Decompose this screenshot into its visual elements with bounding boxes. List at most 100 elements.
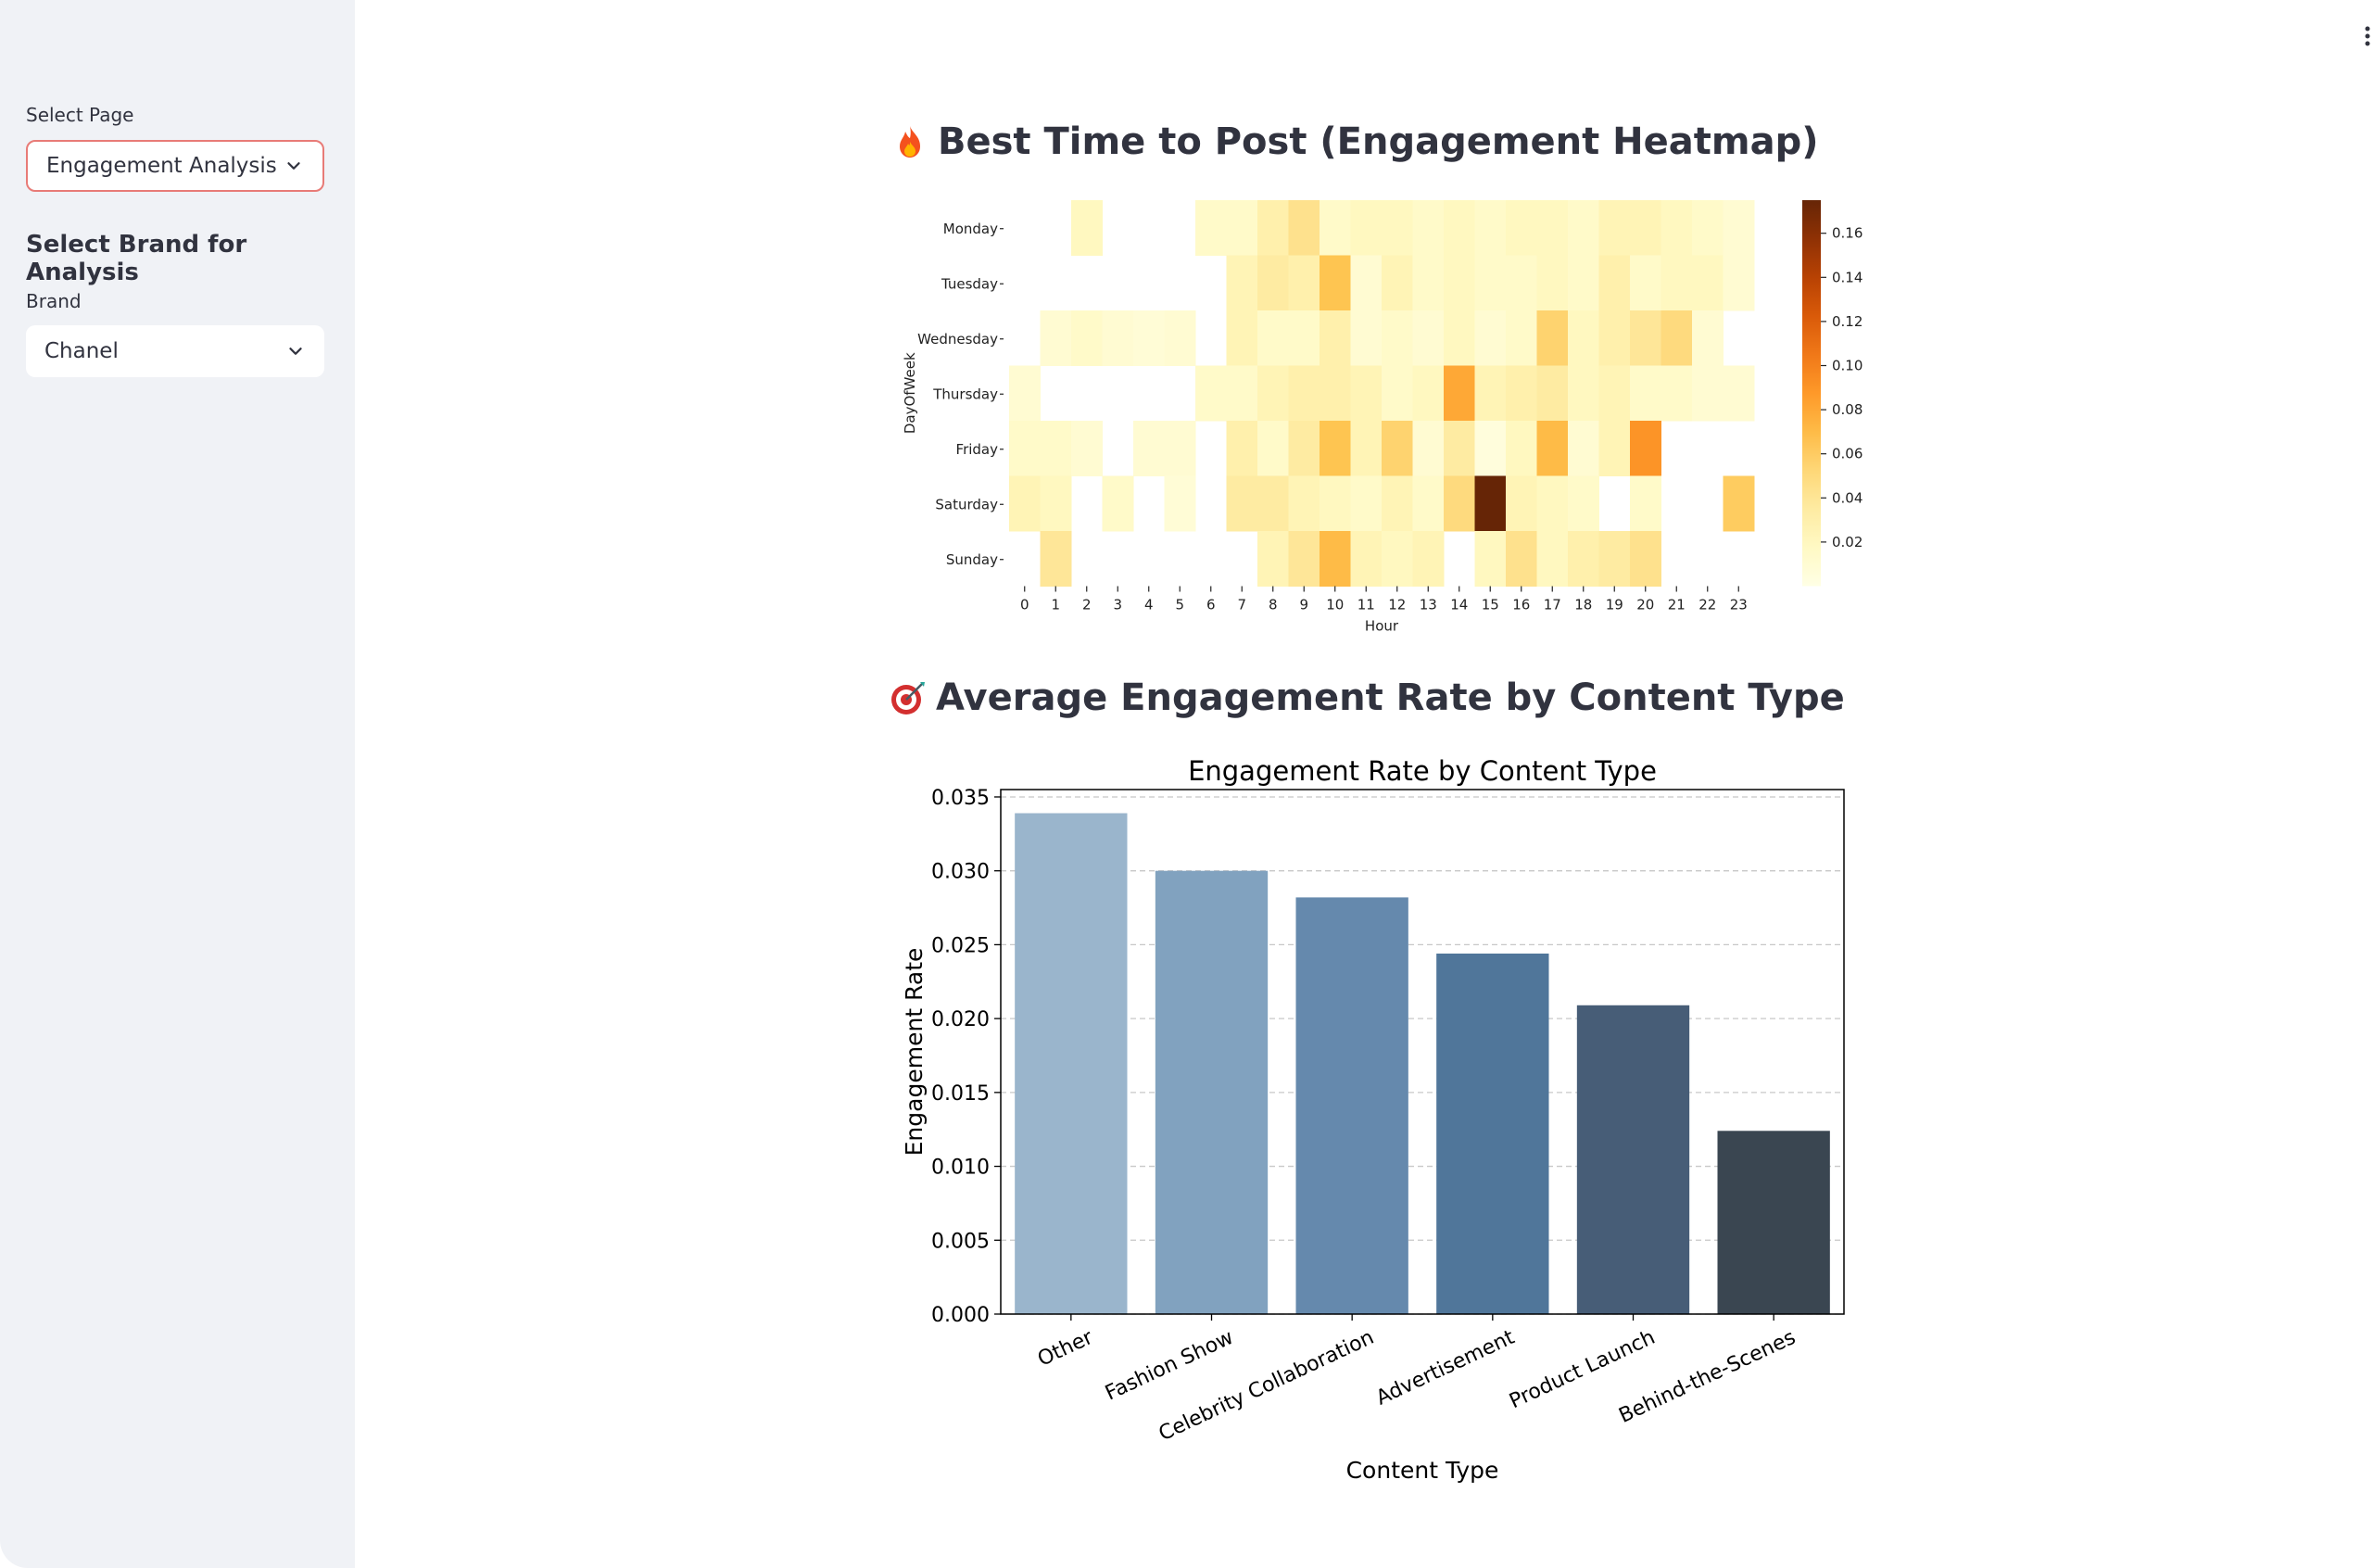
heatmap-cell bbox=[1536, 365, 1569, 422]
heatmap-cell bbox=[1474, 365, 1507, 422]
colorbar-tick-label: 0.08 bbox=[1832, 401, 1863, 418]
heatmap-cell bbox=[1288, 310, 1320, 366]
heatmap-cell bbox=[1661, 365, 1693, 422]
heatmap-cell bbox=[1009, 365, 1041, 422]
heatmap-cell bbox=[1723, 475, 1755, 532]
heatmap-cell bbox=[1288, 255, 1320, 311]
heatmap-cell bbox=[1102, 310, 1134, 366]
heatmap-cell bbox=[1506, 310, 1537, 366]
colorbar-tick-label: 0.14 bbox=[1832, 269, 1863, 285]
colorbar-tick-label: 0.04 bbox=[1832, 489, 1863, 506]
heatmap-cell bbox=[1598, 365, 1631, 422]
heatmap-cell bbox=[1071, 310, 1103, 366]
bar-plot-area bbox=[1001, 790, 1844, 1314]
heatmap-cell bbox=[1320, 421, 1351, 476]
heatmap-col-label: 13 bbox=[1420, 597, 1437, 613]
heatmap-col-label: 4 bbox=[1144, 597, 1154, 613]
heatmap-cell bbox=[1506, 421, 1537, 476]
bar-y-axis-label: Engagement Rate bbox=[901, 948, 928, 1157]
heatmap-col-label: 10 bbox=[1326, 597, 1344, 613]
bar-y-tick-label: 0.005 bbox=[931, 1230, 990, 1253]
heatmap-cell bbox=[1257, 475, 1289, 532]
heatmap-cell bbox=[1598, 310, 1631, 366]
bar-y-tick-label: 0.000 bbox=[931, 1304, 990, 1327]
engagement-bar-chart: 0.000 0.005 0.010 0.015 0.020 0.025 0.030 0.035… bbox=[901, 755, 1845, 1484]
heatmap-x-axis-label: Hour bbox=[1365, 618, 1399, 635]
heatmap-row-label: Sunday bbox=[946, 551, 998, 568]
heatmap-cell bbox=[1506, 365, 1537, 422]
heatmap-cell bbox=[1412, 310, 1445, 366]
heatmap-col-label: 3 bbox=[1113, 597, 1122, 613]
heatmap-cell bbox=[1412, 365, 1445, 422]
heatmap-section-title: Best Time to Post (Engagement Heatmap) bbox=[891, 120, 1819, 163]
bar-advertisement bbox=[1436, 953, 1549, 1314]
colorbar-tick-label: 0.06 bbox=[1832, 446, 1863, 462]
heatmap-col-label: 12 bbox=[1388, 597, 1406, 613]
bar-x-tick-label: Other bbox=[1034, 1325, 1097, 1371]
heatmap-cell bbox=[1040, 531, 1072, 587]
main-menu-icon[interactable] bbox=[2363, 24, 2372, 48]
heatmap-cell bbox=[1382, 365, 1413, 422]
heatmap-col-label: 15 bbox=[1482, 597, 1499, 613]
heatmap-cell bbox=[1226, 365, 1258, 422]
heatmap-cell bbox=[1536, 475, 1569, 532]
heatmap-cell bbox=[1320, 475, 1351, 532]
heatmap-cell bbox=[1536, 200, 1569, 256]
heatmap-cell bbox=[1444, 255, 1475, 311]
heatmap-row-label: Saturday bbox=[935, 496, 998, 512]
bar-product-launch bbox=[1576, 1005, 1690, 1314]
heatmap-cell bbox=[1195, 200, 1227, 256]
heatmap-cell bbox=[1444, 200, 1475, 256]
heatmap-cell bbox=[1506, 200, 1537, 256]
heatmap-col-label: 1 bbox=[1051, 597, 1060, 613]
heatmap-cell bbox=[1226, 421, 1258, 476]
heatmap-cell bbox=[1226, 200, 1258, 256]
heatmap-cell bbox=[1692, 310, 1724, 366]
page-select[interactable]: Engagement Analysis bbox=[26, 140, 324, 192]
heatmap-y-axis-label: DayOfWeek bbox=[902, 352, 918, 434]
heatmap-col-label: 23 bbox=[1730, 597, 1748, 613]
heatmap-row-label: Thursday bbox=[932, 386, 998, 402]
heatmap-row-label: Monday bbox=[943, 221, 998, 237]
heatmap-cell bbox=[1320, 365, 1351, 422]
heatmap-row-label: Wednesday bbox=[917, 331, 998, 348]
page-select-value: Engagement Analysis bbox=[46, 154, 277, 178]
heatmap-cell bbox=[1257, 200, 1289, 256]
heatmap-cell bbox=[1630, 421, 1661, 476]
heatmap-section-title-text: Best Time to Post (Engagement Heatmap) bbox=[938, 120, 1819, 163]
chevron-down-icon bbox=[289, 348, 302, 355]
heatmap-cell bbox=[1350, 310, 1383, 366]
heatmap-cell bbox=[1320, 310, 1351, 366]
heatmap-cell bbox=[1723, 255, 1755, 311]
heatmap-cell bbox=[1071, 421, 1103, 476]
target-icon bbox=[891, 682, 925, 714]
heatmap-cell bbox=[1692, 200, 1724, 256]
brand-select[interactable]: Chanel bbox=[26, 325, 324, 377]
colorbar-tick-label: 0.16 bbox=[1832, 225, 1863, 242]
bar-y-tick-label: 0.025 bbox=[931, 934, 990, 957]
heatmap-cell bbox=[1288, 531, 1320, 587]
heatmap-cell bbox=[1412, 531, 1445, 587]
heatmap-row-label: Friday bbox=[956, 441, 999, 458]
heatmap-cell bbox=[1320, 531, 1351, 587]
heatmap-col-label: 8 bbox=[1269, 597, 1278, 613]
heatmap-cell bbox=[1226, 255, 1258, 311]
heatmap-col-label: 14 bbox=[1450, 597, 1468, 613]
heatmap-cell bbox=[1382, 475, 1413, 532]
heatmap-cell bbox=[1598, 255, 1631, 311]
heatmap-cell bbox=[1506, 475, 1537, 532]
bar-x-axis-label: Content Type bbox=[1346, 1457, 1499, 1484]
bar-plot-frame bbox=[1000, 789, 1845, 1315]
heatmap-cell bbox=[1350, 365, 1383, 422]
bar-y-tick-label: 0.015 bbox=[931, 1082, 990, 1106]
heatmap-cell bbox=[1040, 421, 1072, 476]
heatmap-cell bbox=[1288, 365, 1320, 422]
bar-y-tick-label: 0.035 bbox=[931, 787, 990, 810]
heatmap-col-label: 20 bbox=[1636, 597, 1654, 613]
bar-y-tick-label: 0.030 bbox=[931, 861, 990, 884]
heatmap-col-label: 0 bbox=[1020, 597, 1029, 613]
bar-chart-title: Engagement Rate by Content Type bbox=[1188, 755, 1657, 787]
heatmap-cell bbox=[1630, 365, 1661, 422]
heatmap-cell bbox=[1568, 365, 1599, 422]
heatmap-cell bbox=[1568, 310, 1599, 366]
